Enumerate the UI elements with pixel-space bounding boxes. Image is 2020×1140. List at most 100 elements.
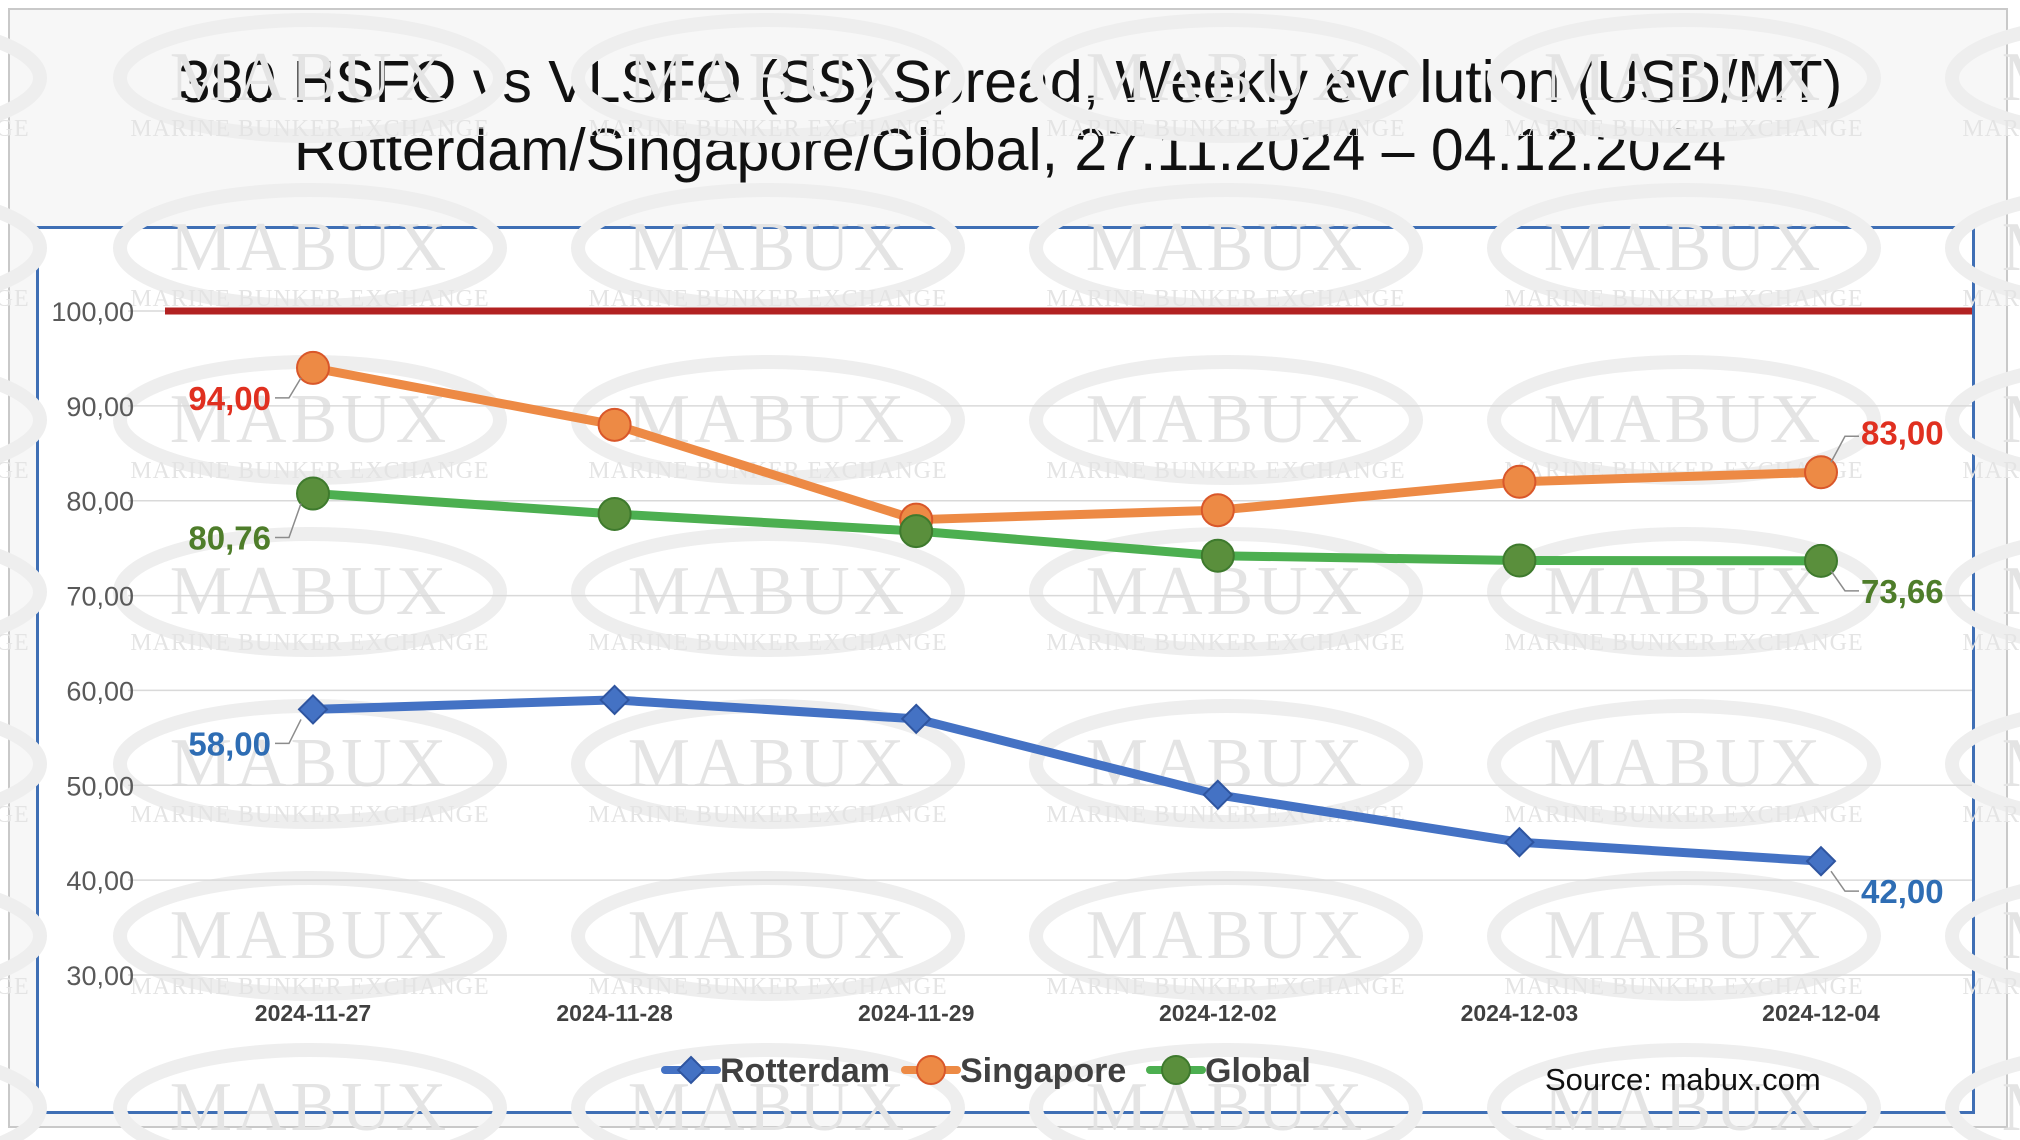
- data-label-last: 73,66: [1861, 573, 1944, 610]
- watermark-tagline: MARINE BUNKER EXCHANGE: [0, 458, 30, 484]
- watermark-swoosh: [1029, 871, 1423, 1001]
- watermark-swoosh: [1487, 527, 1881, 657]
- series-rotterdam: [297, 684, 1837, 877]
- watermark-tagline: MARINE BUNKER EXCHANGE: [1962, 458, 2020, 484]
- watermark-brand: MABUX: [170, 897, 451, 974]
- data-label-first: 58,00: [188, 725, 271, 762]
- watermark-tagline: MARINE BUNKER EXCHANGE: [1504, 116, 1863, 142]
- watermark-swoosh: [113, 1043, 507, 1140]
- series-marker: [1502, 543, 1537, 578]
- watermark-swoosh: [571, 1043, 965, 1140]
- series-global: [296, 476, 1838, 578]
- series-line: [308, 489, 1826, 566]
- watermark-swoosh: [1945, 368, 2020, 472]
- y-tick-label: 60,00: [66, 676, 134, 706]
- watermark-tagline: MARINE BUNKER EXCHANGE: [1962, 630, 2020, 656]
- watermark-swoosh: [1029, 355, 1423, 485]
- series-marker: [1503, 826, 1535, 858]
- series-marker: [900, 703, 932, 735]
- watermark-swoosh: [1945, 1056, 2020, 1140]
- watermark-swoosh: [1487, 699, 1881, 829]
- watermark-tagline: MARINE BUNKER EXCHANGE: [130, 630, 489, 656]
- watermark-swoosh: [1945, 196, 2020, 300]
- watermark-swoosh: [1029, 1043, 1423, 1140]
- y-tick-label: 40,00: [66, 866, 134, 896]
- watermark-tagline: MARINE BUNKER EXCHANGE: [0, 630, 30, 656]
- y-tick-label: 90,00: [66, 392, 134, 422]
- watermark-tagline: MARINE BUNKER EXCHANGE: [1046, 458, 1405, 484]
- series-marker: [1804, 543, 1838, 578]
- watermark-swoosh: [0, 548, 47, 636]
- series-marker: [1200, 538, 1235, 573]
- watermark-tagline: MARINE BUNKER EXCHANGE: [0, 974, 30, 1000]
- watermark-tagline: MARINE BUNKER EXCHANGE: [1504, 974, 1863, 1000]
- watermark-brand: MABUX: [1544, 553, 1825, 630]
- watermark-brand: MABUX: [1086, 381, 1367, 458]
- watermark-tagline: MARINE BUNKER EXCHANGE: [130, 802, 489, 828]
- y-tick-label: 100,00: [51, 297, 134, 327]
- watermark-tagline: MARINE BUNKER EXCHANGE: [1962, 974, 2020, 1000]
- watermark-swoosh: [1487, 13, 1881, 143]
- watermark-tagline: MARINE BUNKER EXCHANGE: [1046, 630, 1405, 656]
- watermark-swoosh: [0, 1064, 47, 1140]
- y-tick-label: 70,00: [66, 582, 134, 612]
- watermark-swoosh: [1029, 13, 1423, 143]
- series-line: [308, 695, 1826, 866]
- watermark-brand: MABUX: [170, 209, 451, 286]
- chart-title: 380 HSFO vs VLSFO (SS) Spread, Weekly ev…: [0, 48, 2020, 184]
- watermark-brand: MABUX: [628, 725, 909, 802]
- series-marker: [1502, 464, 1537, 499]
- series-marker: [1804, 455, 1838, 490]
- watermark-brand: MABUX: [2002, 209, 2020, 286]
- watermark-brand: MABUX: [628, 897, 909, 974]
- watermark-swoosh: [113, 871, 507, 1001]
- watermark-tagline: MARINE BUNKER EXCHANGE: [1046, 116, 1405, 142]
- series-marker: [597, 407, 632, 442]
- watermark-tagline: MARINE BUNKER EXCHANGE: [1962, 116, 2020, 142]
- series-marker: [916, 1055, 946, 1085]
- series-marker: [1805, 845, 1837, 877]
- x-tick-label: 2024-12-03: [1461, 1000, 1579, 1026]
- label-leader-line: [1830, 435, 1859, 463]
- watermark-tagline: MARINE BUNKER EXCHANGE: [1504, 630, 1863, 656]
- watermark-swoosh: [0, 204, 47, 292]
- x-axis-ticks: 2024-11-27 2024-11-28 2024-11-29 2024-12-02…: [255, 1000, 1880, 1026]
- data-label-first: 94,00: [188, 380, 271, 417]
- x-tick-label: 2024-12-02: [1159, 1000, 1277, 1026]
- label-leader-line: [275, 377, 302, 399]
- series-layer: [296, 350, 1838, 877]
- watermark-swoosh: [1945, 884, 2020, 988]
- watermark-brand: MABUX: [170, 381, 451, 458]
- watermark-tagline: MARINE BUNKER EXCHANGE: [0, 802, 30, 828]
- legend-label: Global: [1205, 1052, 1311, 1090]
- watermark-brand: MABUX: [2002, 1069, 2020, 1140]
- watermark-swoosh: [1945, 712, 2020, 816]
- watermark-swoosh: [0, 34, 47, 122]
- watermark-brand: MABUX: [2002, 553, 2020, 630]
- watermark-brand: MABUX: [1544, 725, 1825, 802]
- series-marker: [676, 1055, 706, 1085]
- x-tick-label: 2024-12-04: [1762, 1000, 1880, 1026]
- watermark-swoosh: [1029, 699, 1423, 829]
- series-marker: [599, 684, 631, 716]
- series-line: [308, 363, 1826, 525]
- label-leader-line: [275, 503, 302, 539]
- legend-item-singapore: Singapore: [901, 1052, 1126, 1090]
- watermark-swoosh: [571, 13, 965, 143]
- watermark-tagline: MARINE BUNKER EXCHANGE: [588, 630, 947, 656]
- x-tick-label: 2024-11-29: [858, 1000, 974, 1026]
- watermark-tagline: MARINE BUNKER EXCHANGE: [1962, 802, 2020, 828]
- watermark-swoosh: [113, 13, 507, 143]
- label-leader-line: [1830, 870, 1859, 892]
- watermark-tagline: MARINE BUNKER EXCHANGE: [130, 116, 489, 142]
- watermark-swoosh: [571, 871, 965, 1001]
- watermark-brand: MABUX: [1544, 1069, 1825, 1140]
- watermark-brand: MABUX: [1544, 381, 1825, 458]
- x-tick-label: 2024-11-28: [556, 1000, 673, 1026]
- series-marker: [1202, 779, 1234, 811]
- label-leader-line: [1830, 570, 1859, 592]
- watermark-tagline: MARINE BUNKER EXCHANGE: [1046, 974, 1405, 1000]
- series-marker: [899, 514, 934, 549]
- watermark-brand: MABUX: [2002, 725, 2020, 802]
